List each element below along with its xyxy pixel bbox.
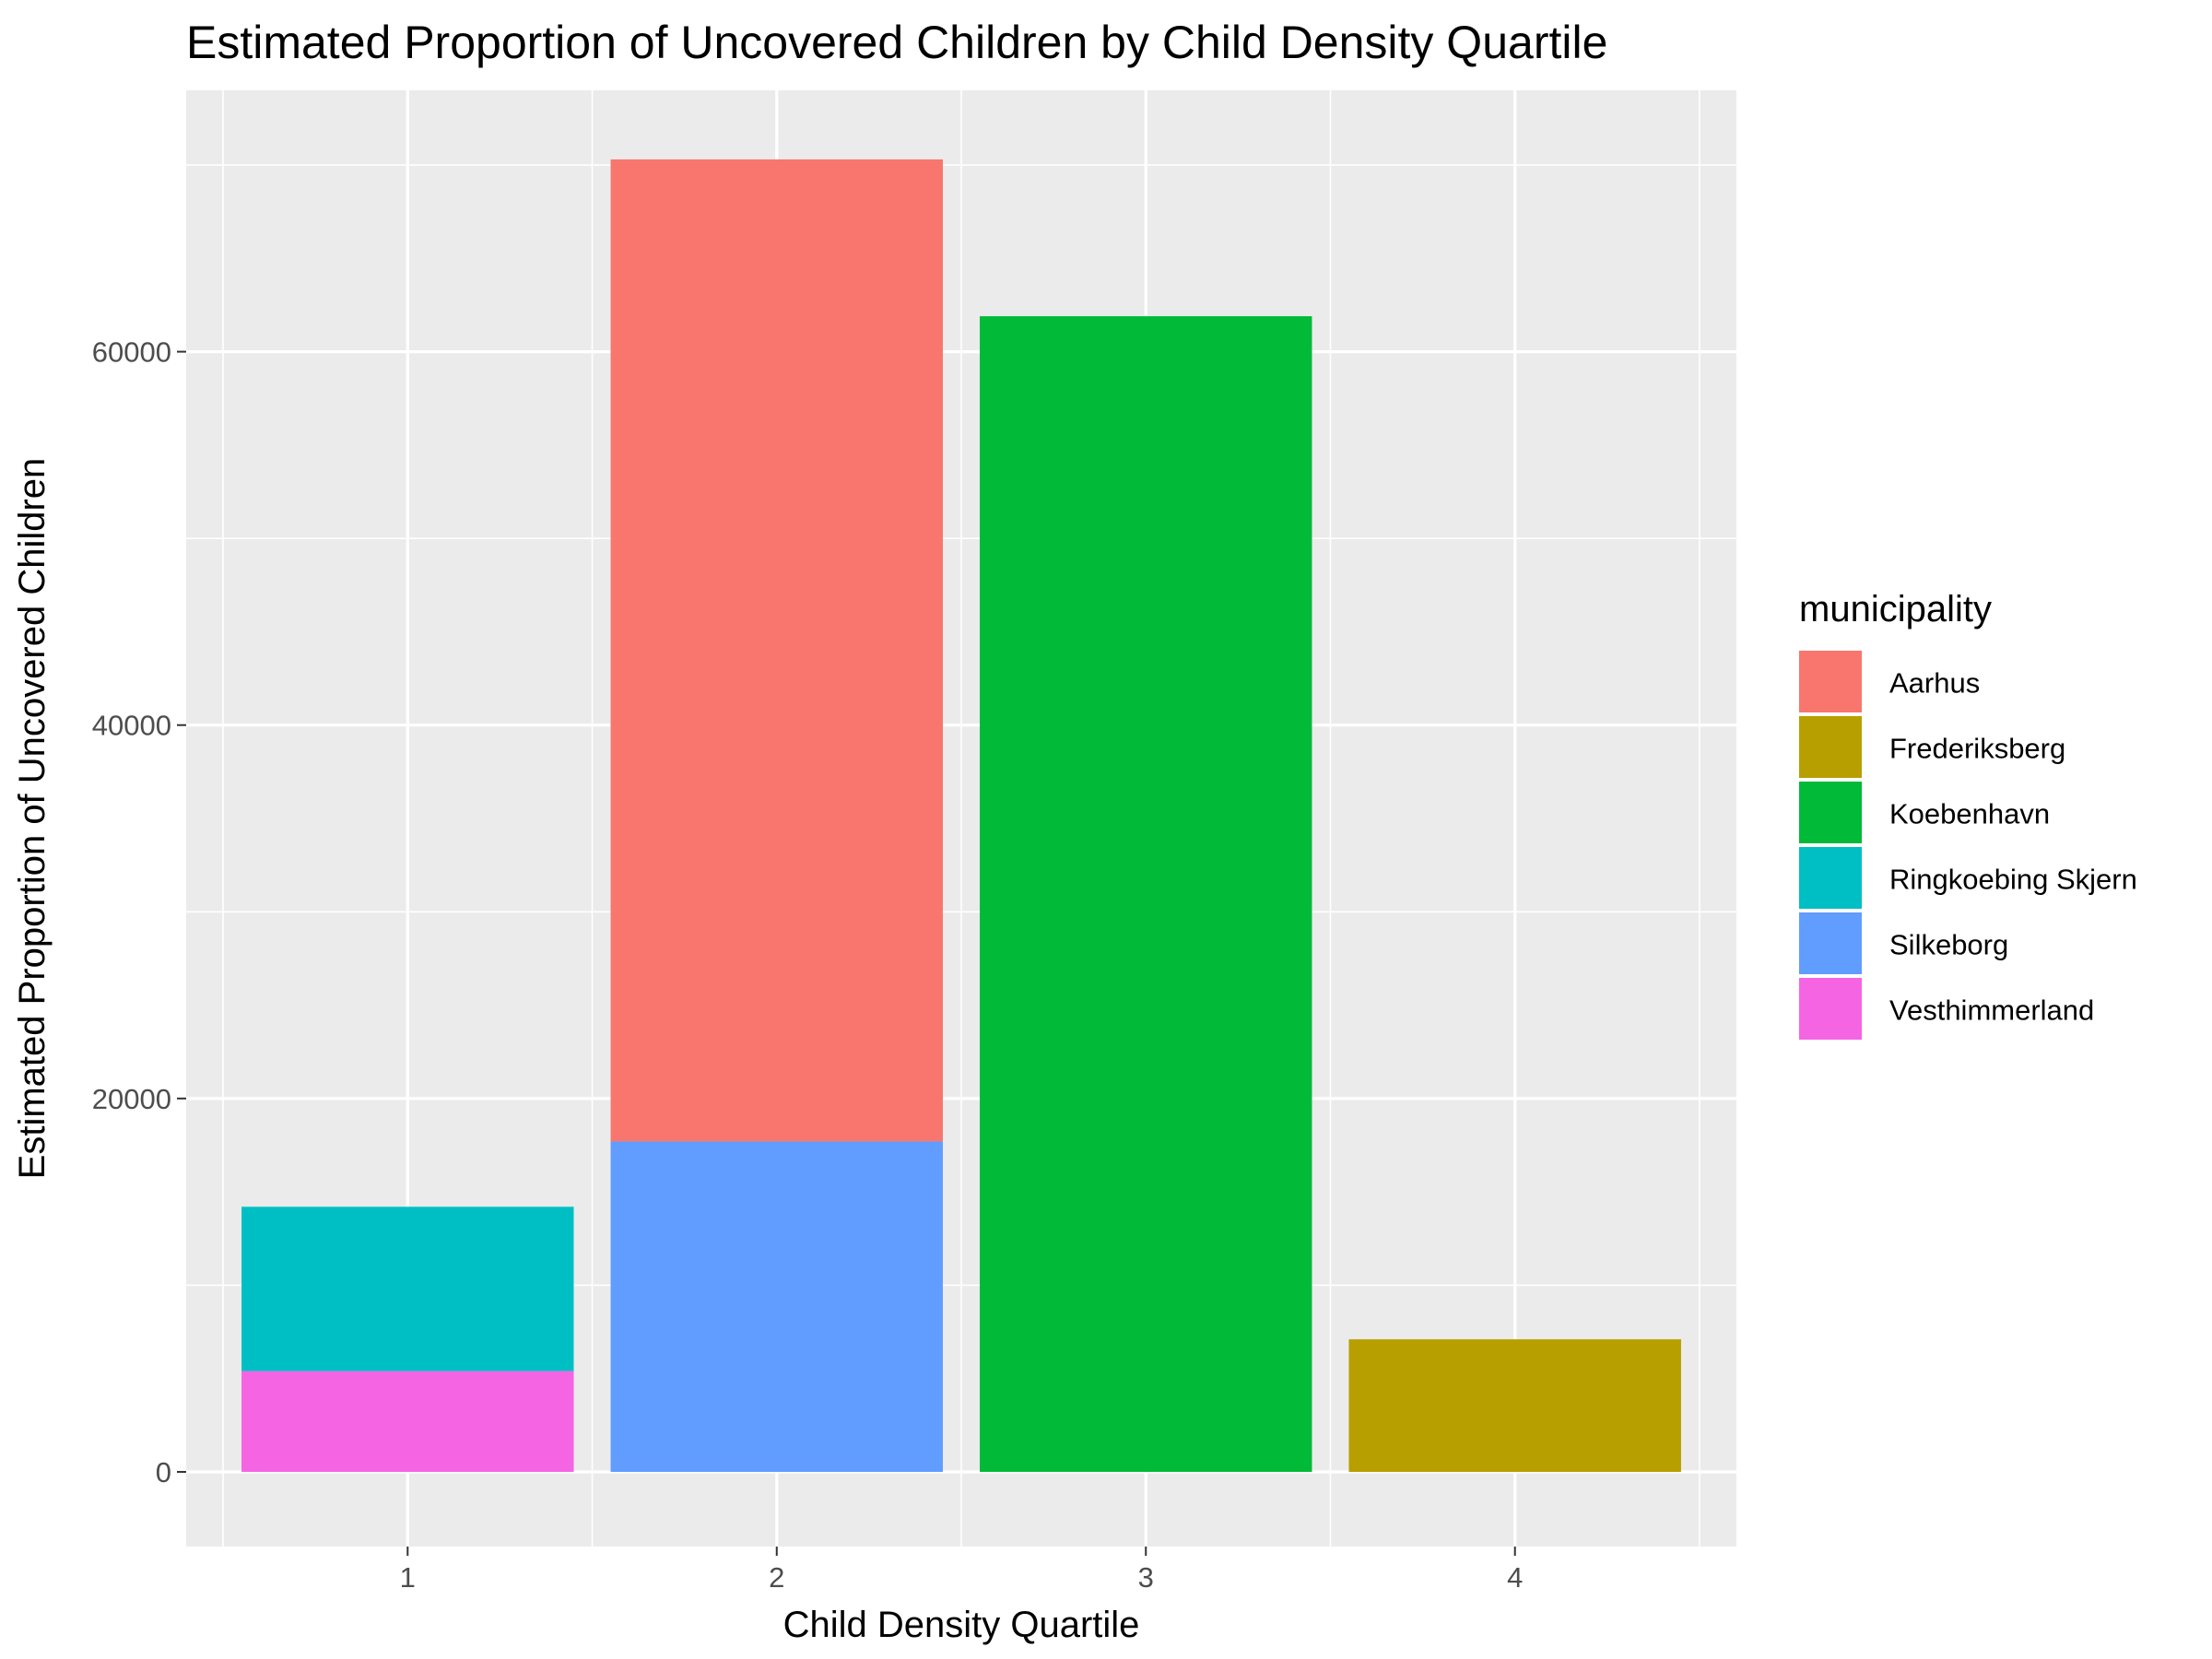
x-axis-title: Child Density Quartile — [783, 1605, 1140, 1645]
y-tick-label: 40000 — [92, 710, 171, 742]
legend-key-vesthimmerland — [1799, 978, 1862, 1040]
x-tick-label: 1 — [400, 1561, 416, 1594]
x-tick-label: 2 — [769, 1561, 784, 1594]
y-tick-label: 20000 — [92, 1083, 171, 1115]
legend-key-koebenhavn — [1799, 782, 1862, 843]
legend-label: Vesthimmerland — [1889, 994, 2094, 1027]
legend-label: Silkeborg — [1889, 929, 2008, 961]
legend-title: municipality — [1799, 589, 1992, 629]
legend-label: Aarhus — [1889, 667, 1980, 700]
legend-label: Koebenhavn — [1889, 798, 2050, 830]
y-axis-title: Estimated Proportion of Uncovered Childr… — [12, 458, 53, 1180]
legend: municipality Aarhus Frederiksberg Koebenha… — [1799, 589, 2137, 1040]
bars — [241, 159, 1681, 1472]
bar-ringkoebing-skjern-q1 — [241, 1206, 574, 1371]
bar-vesthimmerland-q1 — [241, 1371, 574, 1472]
y-tick-label: 60000 — [92, 336, 171, 369]
legend-key-ringkoebing-skjern — [1799, 847, 1862, 909]
bar-frederiksberg-q4 — [1348, 1339, 1681, 1472]
legend-key-frederiksberg — [1799, 716, 1862, 778]
legend-key-silkeborg — [1799, 912, 1862, 974]
bar-koebenhavn-q3 — [980, 316, 1312, 1472]
legend-label: Frederiksberg — [1889, 733, 2065, 765]
y-tick-label: 0 — [156, 1456, 171, 1488]
y-axis: 0 20000 40000 60000 — [92, 336, 186, 1488]
legend-label: Ringkoebing Skjern — [1889, 864, 2137, 896]
legend-key-aarhus — [1799, 651, 1862, 712]
chart-title: Estimated Proportion of Uncovered Childr… — [186, 17, 1607, 68]
legend-items: Aarhus Frederiksberg Koebenhavn Ringkoebing… — [1799, 651, 2137, 1040]
x-tick-label: 3 — [1138, 1561, 1154, 1594]
bar-silkeborg-q2 — [610, 1141, 943, 1472]
bar-aarhus-q2 — [610, 159, 943, 1142]
x-axis: 1 2 3 4 — [400, 1547, 1523, 1594]
x-tick-label: 4 — [1507, 1561, 1523, 1594]
